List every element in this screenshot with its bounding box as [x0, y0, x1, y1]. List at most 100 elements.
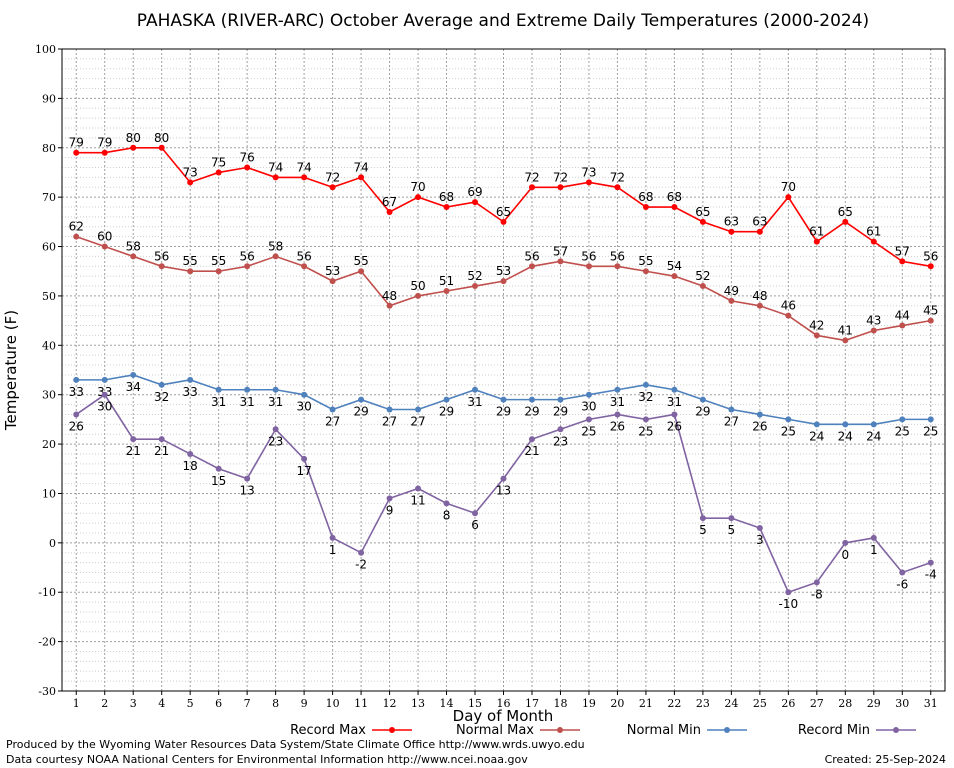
record-max-point	[927, 263, 934, 270]
normal-min-point	[899, 416, 906, 423]
x-tick-label: 3	[130, 697, 137, 710]
footer-created-date: Created: 25-Sep-2024	[824, 753, 946, 766]
record-min-point	[756, 525, 763, 532]
normal-min-data-label: 24	[866, 429, 881, 443]
x-tick-label: 18	[553, 697, 567, 710]
x-tick-label: 31	[924, 697, 938, 710]
record-max-point	[73, 149, 80, 156]
record-max-data-label: 61	[866, 225, 881, 239]
normal-min-data-label: 32	[154, 390, 169, 404]
record-max-point	[500, 218, 507, 225]
record-min-data-label: 21	[524, 444, 539, 458]
x-tick-label: 8	[272, 697, 279, 710]
normal-min-data-label: 33	[69, 385, 84, 399]
normal-max-data-label: 53	[496, 264, 511, 278]
normal-min-point	[585, 391, 592, 398]
record-max-point	[187, 179, 194, 186]
y-tick-label: 20	[42, 438, 56, 451]
normal-min-data-label: 25	[781, 424, 796, 438]
record-min-point	[187, 450, 194, 457]
normal-max-point	[386, 302, 393, 309]
footer-produced-by: Produced by the Wyoming Water Resources …	[6, 738, 585, 751]
record-min-data-label: 30	[97, 400, 112, 414]
y-tick-label: 50	[42, 290, 56, 303]
record-max-data-label: 65	[838, 205, 853, 219]
normal-max-data-label: 56	[610, 249, 625, 263]
record-max-data-label: 69	[467, 185, 482, 199]
record-min-data-label: 26	[667, 419, 682, 433]
record-max-data-label: 76	[240, 151, 255, 165]
normal-min-point	[130, 371, 137, 378]
x-tick-label: 12	[383, 697, 397, 710]
normal-min-point	[842, 421, 849, 428]
normal-max-data-label: 48	[752, 289, 767, 303]
x-tick-label: 6	[215, 697, 222, 710]
normal-max-data-label: 49	[724, 284, 739, 298]
record-min-data-label: -8	[811, 587, 823, 601]
normal-max-point	[272, 253, 279, 260]
legend-marker-record-min	[893, 727, 899, 733]
normal-max-point	[500, 278, 507, 285]
record-max-data-label: 68	[667, 190, 682, 204]
record-max-data-label: 72	[553, 170, 568, 184]
normal-max-data-label: 55	[353, 254, 368, 268]
record-max-point	[301, 174, 308, 181]
record-max-point	[386, 208, 393, 215]
record-max-point	[557, 184, 564, 191]
record-min-point	[358, 549, 365, 556]
record-min-point	[585, 416, 592, 423]
record-min-data-label: 3	[756, 533, 764, 547]
record-max-data-label: 80	[154, 131, 169, 145]
legend-marker-normal-min	[724, 727, 730, 733]
record-min-data-label: 5	[728, 523, 736, 537]
normal-min-point	[386, 406, 393, 413]
normal-max-point	[614, 263, 621, 270]
record-min-data-label: 15	[211, 474, 226, 488]
record-max-point	[329, 184, 336, 191]
normal-min-point	[927, 416, 934, 423]
record-min-data-label: 25	[638, 424, 653, 438]
record-max-data-label: 74	[296, 160, 311, 174]
normal-max-data-label: 58	[126, 239, 141, 253]
normal-max-point	[329, 278, 336, 285]
record-min-point	[671, 411, 678, 418]
normal-min-point	[528, 396, 535, 403]
normal-max-data-label: 46	[781, 299, 796, 313]
x-axis-label: Day of Month	[453, 707, 554, 725]
y-tick-label: 80	[42, 142, 56, 155]
normal-max-data-label: 55	[638, 254, 653, 268]
record-min-point	[899, 569, 906, 576]
x-tick-label: 16	[497, 697, 511, 710]
record-min-point	[642, 416, 649, 423]
normal-max-point	[301, 263, 308, 270]
chart-title: PAHASKA (RIVER-ARC) October Average and …	[137, 11, 869, 31]
normal-max-point	[415, 292, 422, 299]
record-max-data-label: 63	[724, 215, 739, 229]
record-max-point	[415, 194, 422, 201]
normal-max-point	[101, 243, 108, 250]
normal-min-data-label: 29	[695, 405, 710, 419]
normal-min-data-label: 27	[410, 415, 425, 429]
record-max-point	[358, 174, 365, 181]
normal-min-point	[215, 386, 222, 393]
y-tick-label: 10	[42, 487, 56, 500]
y-tick-label: 100	[35, 43, 56, 56]
normal-max-data-label: 41	[838, 323, 853, 337]
record-min-data-label: 18	[183, 459, 198, 473]
normal-min-point	[813, 421, 820, 428]
legend-marker-normal-max	[557, 727, 563, 733]
y-tick-label: 60	[42, 241, 56, 254]
normal-min-point	[557, 396, 564, 403]
y-tick-label: -10	[38, 586, 56, 599]
normal-min-data-label: 31	[467, 395, 482, 409]
record-max-data-label: 73	[183, 165, 198, 179]
normal-min-data-label: 29	[524, 405, 539, 419]
record-min-data-label: 0	[841, 548, 849, 562]
record-max-point	[130, 144, 137, 151]
x-tick-label: 1	[73, 697, 80, 710]
legend-label-normal-min: Normal Min	[627, 723, 701, 738]
normal-min-data-label: 29	[353, 405, 368, 419]
normal-max-point	[187, 268, 194, 275]
